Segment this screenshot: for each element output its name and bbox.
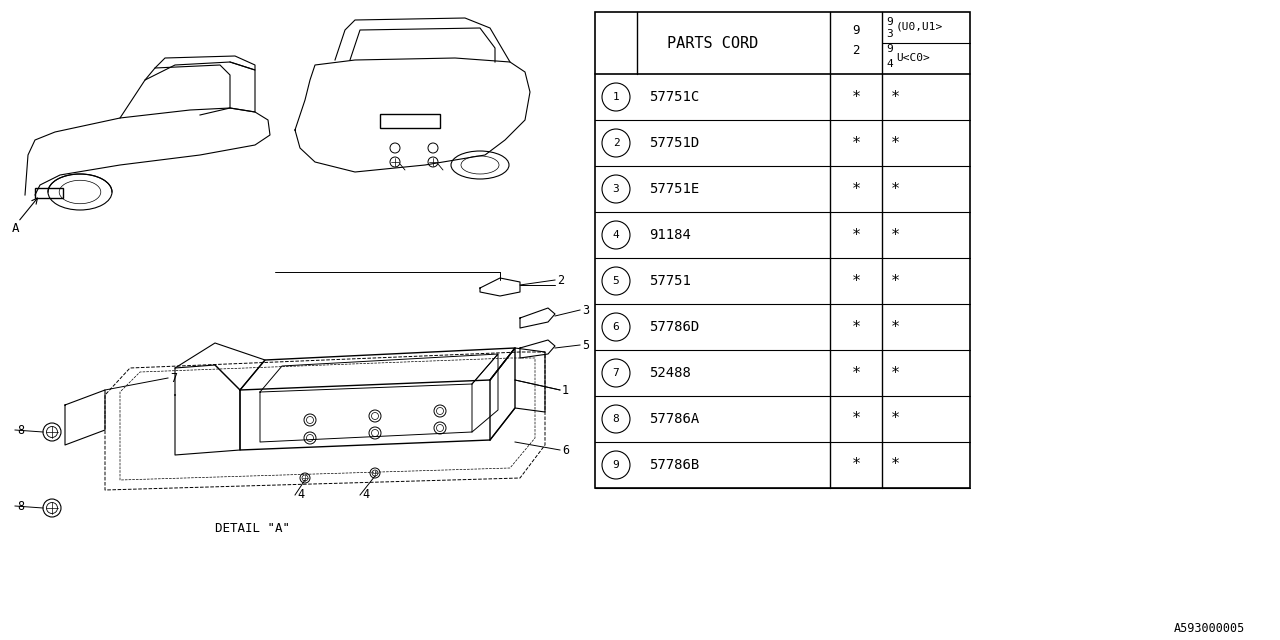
Text: 8: 8 <box>17 424 24 436</box>
Text: (U0,U1>: (U0,U1> <box>896 21 943 31</box>
Text: 3: 3 <box>886 29 892 39</box>
Text: 57786D: 57786D <box>649 320 699 334</box>
Bar <box>380 114 440 128</box>
Text: *: * <box>851 273 860 289</box>
Text: PARTS CORD: PARTS CORD <box>667 35 758 51</box>
Text: 7: 7 <box>613 368 620 378</box>
Text: 5: 5 <box>582 339 589 351</box>
Text: 3: 3 <box>613 184 620 194</box>
Text: DETAIL "A": DETAIL "A" <box>215 522 291 534</box>
Text: *: * <box>891 273 900 289</box>
Text: *: * <box>891 412 900 426</box>
Text: *: * <box>851 365 860 381</box>
Text: 57751: 57751 <box>649 274 691 288</box>
Text: 9: 9 <box>613 460 620 470</box>
Text: *: * <box>851 136 860 150</box>
Text: 57786A: 57786A <box>649 412 699 426</box>
Text: 4: 4 <box>362 488 369 502</box>
Bar <box>35 188 63 198</box>
Text: *: * <box>851 182 860 196</box>
Text: 9: 9 <box>886 44 892 54</box>
Bar <box>595 12 970 488</box>
Text: *: * <box>891 227 900 243</box>
Text: 2: 2 <box>557 273 564 287</box>
Text: 1: 1 <box>562 383 570 397</box>
Text: *: * <box>891 182 900 196</box>
Text: 91184: 91184 <box>649 228 691 242</box>
Text: 6: 6 <box>613 322 620 332</box>
Text: 57751D: 57751D <box>649 136 699 150</box>
Text: 2: 2 <box>852 44 860 56</box>
Text: 57786B: 57786B <box>649 458 699 472</box>
Text: *: * <box>891 458 900 472</box>
Text: 57751E: 57751E <box>649 182 699 196</box>
Text: *: * <box>891 365 900 381</box>
Text: 4: 4 <box>613 230 620 240</box>
Text: 8: 8 <box>613 414 620 424</box>
Text: 6: 6 <box>562 444 570 456</box>
Text: 7: 7 <box>170 371 177 385</box>
Text: *: * <box>851 90 860 104</box>
Text: 52488: 52488 <box>649 366 691 380</box>
Text: 9: 9 <box>886 17 892 27</box>
Text: 3: 3 <box>582 303 589 317</box>
Text: 5: 5 <box>613 276 620 286</box>
Text: 1: 1 <box>613 92 620 102</box>
Text: A593000005: A593000005 <box>1174 621 1245 634</box>
Text: U<C0>: U<C0> <box>896 53 929 63</box>
Text: A: A <box>12 221 19 234</box>
Text: 8: 8 <box>17 499 24 513</box>
Text: *: * <box>851 458 860 472</box>
Text: *: * <box>851 227 860 243</box>
Text: *: * <box>851 412 860 426</box>
Text: 57751C: 57751C <box>649 90 699 104</box>
Text: 9: 9 <box>852 24 860 36</box>
Text: *: * <box>891 136 900 150</box>
Text: *: * <box>851 319 860 335</box>
Text: 4: 4 <box>886 59 892 69</box>
Text: 4: 4 <box>297 488 305 502</box>
Text: 2: 2 <box>613 138 620 148</box>
Text: *: * <box>891 90 900 104</box>
Text: *: * <box>891 319 900 335</box>
